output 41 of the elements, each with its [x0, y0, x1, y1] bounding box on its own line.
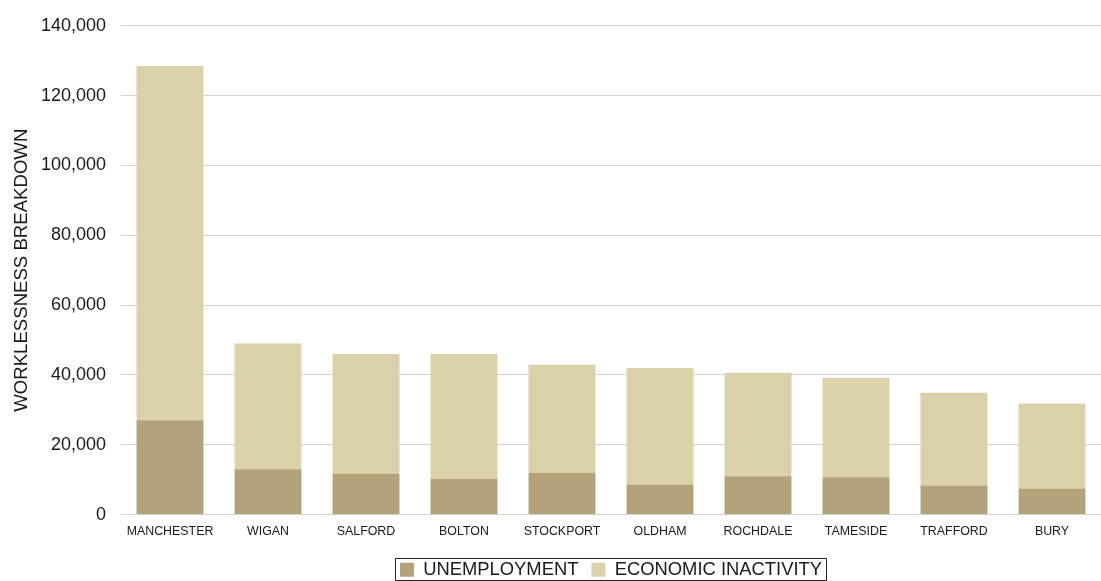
- bar: [234, 469, 302, 515]
- bar: [332, 353, 400, 474]
- x-tick-label: ROCHDALE: [723, 524, 793, 539]
- x-tick-label: OLDHAM: [633, 524, 687, 539]
- bar: [724, 372, 792, 477]
- bar: [332, 473, 400, 515]
- x-tick-label: BURY: [1034, 524, 1070, 539]
- y-tick-label: 60,000: [50, 294, 106, 315]
- x-tick-label: TAMESIDE: [824, 524, 888, 539]
- y-axis-title: WORKLESSNESS BREAKDOWN: [10, 128, 32, 412]
- bar: [920, 485, 988, 515]
- bar: [1018, 488, 1086, 515]
- bar: [626, 367, 694, 485]
- bar: [724, 476, 792, 515]
- bar: [430, 353, 498, 479]
- y-tick-label: 0: [95, 503, 106, 524]
- bar: [136, 65, 204, 421]
- bar: [430, 478, 498, 515]
- x-tick-label: TRAFFORD: [920, 524, 988, 539]
- y-tick-label: 80,000: [50, 224, 106, 245]
- y-tick-label: 100,000: [40, 154, 106, 175]
- legend-label: UNEMPLOYMENT: [423, 557, 579, 579]
- x-tick-label: STOCKPORT: [523, 524, 601, 539]
- x-tick-label: BOLTON: [439, 524, 489, 539]
- y-tick-label: 40,000: [50, 363, 106, 384]
- bar: [1018, 403, 1086, 489]
- bar: [626, 484, 694, 515]
- bar: [136, 420, 204, 515]
- y-tick-label: 20,000: [50, 433, 106, 454]
- x-tick-label: WIGAN: [247, 524, 289, 539]
- bar: [822, 377, 890, 478]
- bar: [528, 472, 596, 515]
- x-tick-label: MANCHESTER: [126, 524, 214, 539]
- y-tick-label: 140,000: [40, 14, 106, 35]
- legend-label: ECONOMIC INACTIVITY: [614, 557, 823, 579]
- bar: [234, 343, 302, 470]
- x-tick-label: SALFORD: [336, 524, 396, 539]
- bar: [920, 392, 988, 486]
- y-tick-label: 120,000: [40, 84, 106, 105]
- bar: [528, 364, 596, 473]
- bar: [822, 477, 890, 515]
